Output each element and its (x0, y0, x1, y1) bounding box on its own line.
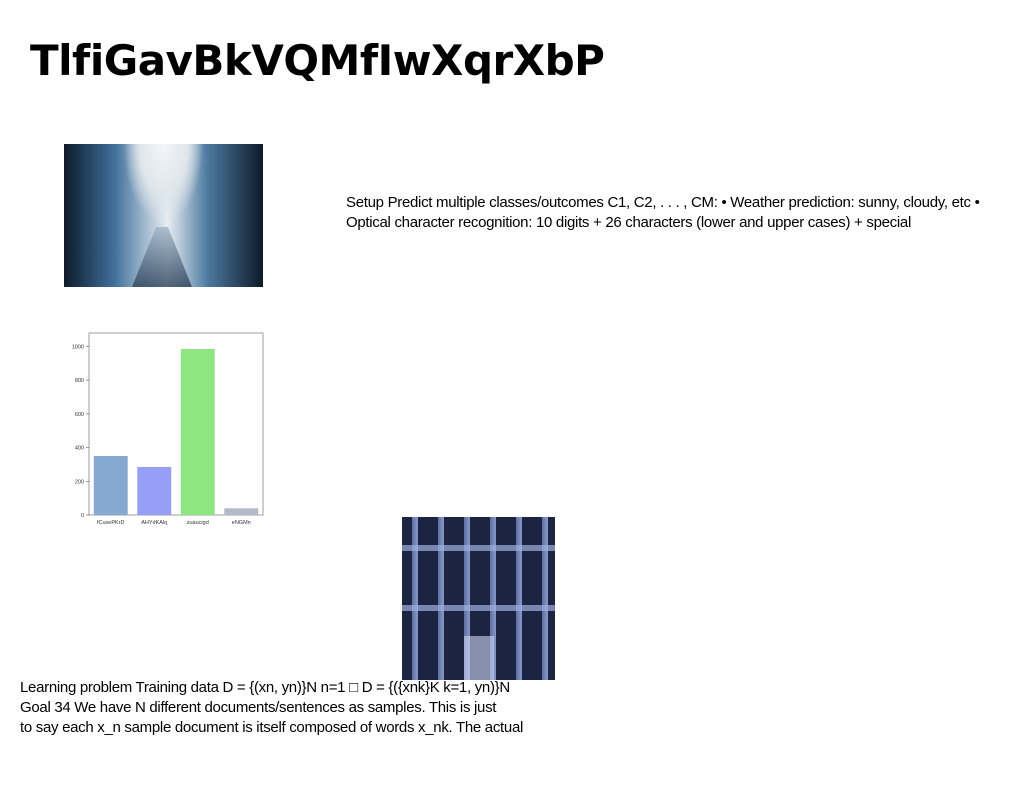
building-facade-photo (402, 517, 555, 680)
x-tick-label: AHYdKAlq (141, 520, 167, 526)
y-tick-label: 1000 (72, 344, 84, 350)
bar-chart: 0 200 400 600 800 1000 fCusePKrD AHYdKAlq zuauc… (72, 332, 264, 526)
learning-line: Goal 34 We have N different documents/se… (20, 699, 497, 716)
y-tick-label: 600 (75, 412, 84, 418)
y-tick-label: 800 (75, 378, 84, 384)
bar-eNGMn (224, 508, 259, 515)
y-tick-label: 200 (75, 479, 84, 485)
y-tick-label: 0 (81, 513, 84, 519)
bar-AHYdKAlq (137, 466, 172, 515)
learning-paragraph: Learning problem Training data D = {(xn,… (20, 678, 590, 738)
bar-zuaucigd (180, 349, 215, 515)
x-tick-label: zuaucigd (187, 520, 209, 526)
learning-line: to say each x_n sample document is itsel… (20, 719, 524, 736)
y-axis-ticks: 0 200 400 600 800 1000 (72, 344, 89, 519)
x-axis-labels: fCusePKrD AHYdKAlq zuaucigd eNGMn (97, 520, 251, 526)
setup-paragraph: Setup Predict multiple classes/outcomes … (346, 194, 980, 231)
bar-fCusePKrD (93, 456, 128, 515)
chart-bars (93, 349, 259, 515)
road-shape (132, 227, 192, 287)
page-title: TlfiGavBkVQMfIwXqrXbP (30, 36, 605, 85)
facade-doorway (464, 636, 494, 680)
forest-road-photo (64, 144, 263, 287)
x-tick-label: eNGMn (232, 520, 251, 526)
chart-frame (88, 332, 264, 516)
facade-cornice (402, 545, 555, 551)
learning-line: Learning problem Training data D = {(xn,… (20, 679, 510, 696)
x-tick-label: fCusePKrD (97, 520, 125, 526)
facade-ledge (402, 605, 555, 611)
y-tick-label: 400 (75, 446, 84, 452)
